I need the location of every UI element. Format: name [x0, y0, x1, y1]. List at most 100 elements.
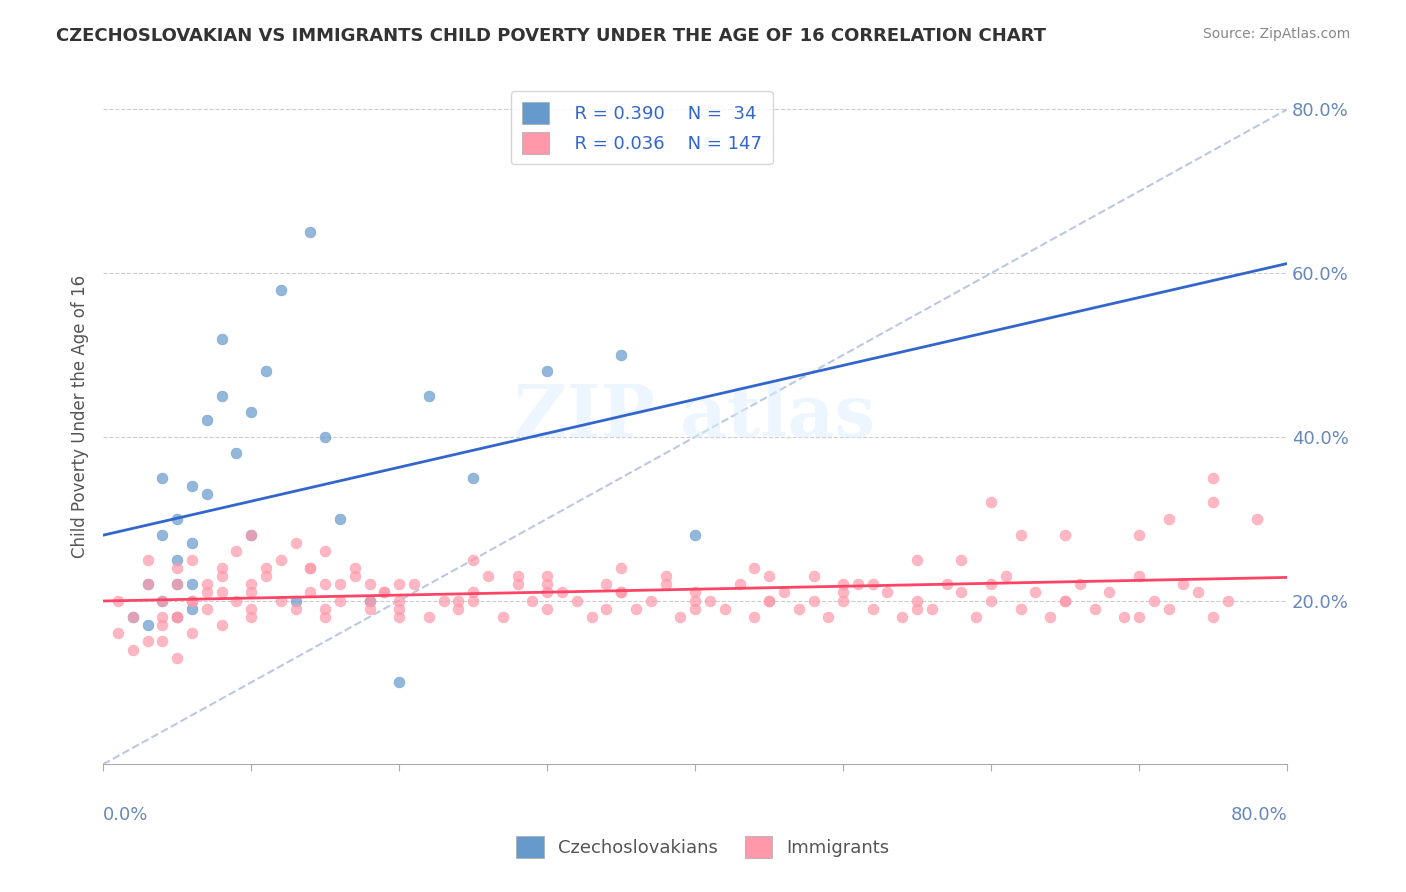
Point [240, 577, 263, 591]
Point [181, 626, 204, 640]
Point [803, 593, 825, 607]
Point [758, 593, 780, 607]
Point [121, 610, 143, 624]
Point [373, 585, 395, 599]
Point [787, 601, 810, 615]
Point [359, 593, 381, 607]
Point [595, 577, 617, 591]
Point [1173, 577, 1195, 591]
Point [610, 561, 633, 575]
Point [1143, 593, 1166, 607]
Point [935, 577, 957, 591]
Point [817, 610, 839, 624]
Point [758, 569, 780, 583]
Point [669, 610, 692, 624]
Point [254, 561, 277, 575]
Point [329, 577, 352, 591]
Point [284, 601, 307, 615]
Point [1010, 528, 1032, 542]
Point [121, 610, 143, 624]
Point [1216, 593, 1239, 607]
Point [536, 577, 558, 591]
Point [211, 561, 233, 575]
Point [284, 593, 307, 607]
Point [683, 593, 706, 607]
Point [343, 569, 366, 583]
Point [314, 601, 336, 615]
Point [107, 626, 129, 640]
Point [136, 618, 159, 632]
Point [1114, 610, 1136, 624]
Point [905, 593, 928, 607]
Point [905, 552, 928, 566]
Point [166, 561, 188, 575]
Point [181, 593, 204, 607]
Point [536, 585, 558, 599]
Point [1084, 601, 1107, 615]
Point [846, 577, 869, 591]
Point [359, 577, 381, 591]
Point [195, 585, 218, 599]
Point [461, 593, 484, 607]
Point [195, 577, 218, 591]
Point [166, 577, 188, 591]
Point [211, 332, 233, 346]
Point [166, 610, 188, 624]
Point [1128, 528, 1150, 542]
Point [150, 618, 173, 632]
Point [803, 569, 825, 583]
Point [1098, 585, 1121, 599]
Point [166, 552, 188, 566]
Point [950, 552, 973, 566]
Point [181, 479, 204, 493]
Point [905, 601, 928, 615]
Point [211, 569, 233, 583]
Text: 80.0%: 80.0% [1230, 806, 1286, 824]
Point [343, 561, 366, 575]
Point [1187, 585, 1209, 599]
Point [728, 577, 751, 591]
Point [240, 405, 263, 419]
Point [876, 585, 898, 599]
Point [610, 585, 633, 599]
Text: ZIP atlas: ZIP atlas [515, 381, 876, 452]
Point [195, 487, 218, 501]
Point [166, 610, 188, 624]
Point [447, 601, 470, 615]
Point [862, 601, 884, 615]
Point [1202, 471, 1225, 485]
Point [862, 577, 884, 591]
Point [284, 536, 307, 550]
Point [388, 593, 411, 607]
Point [891, 610, 914, 624]
Point [610, 348, 633, 362]
Point [150, 634, 173, 648]
Point [107, 593, 129, 607]
Point [150, 593, 173, 607]
Point [136, 634, 159, 648]
Point [610, 585, 633, 599]
Point [461, 585, 484, 599]
Point [299, 225, 322, 239]
Point [329, 593, 352, 607]
Point [240, 601, 263, 615]
Point [388, 610, 411, 624]
Point [1202, 495, 1225, 509]
Point [683, 585, 706, 599]
Point [299, 561, 322, 575]
Point [299, 561, 322, 575]
Point [624, 601, 647, 615]
Point [121, 642, 143, 657]
Point [1069, 577, 1091, 591]
Point [536, 569, 558, 583]
Point [683, 601, 706, 615]
Point [150, 593, 173, 607]
Text: CZECHOSLOVAKIAN VS IMMIGRANTS CHILD POVERTY UNDER THE AGE OF 16 CORRELATION CHAR: CZECHOSLOVAKIAN VS IMMIGRANTS CHILD POVE… [56, 27, 1046, 45]
Point [388, 577, 411, 591]
Point [536, 364, 558, 378]
Point [181, 593, 204, 607]
Point [150, 471, 173, 485]
Point [742, 610, 765, 624]
Point [373, 585, 395, 599]
Point [136, 552, 159, 566]
